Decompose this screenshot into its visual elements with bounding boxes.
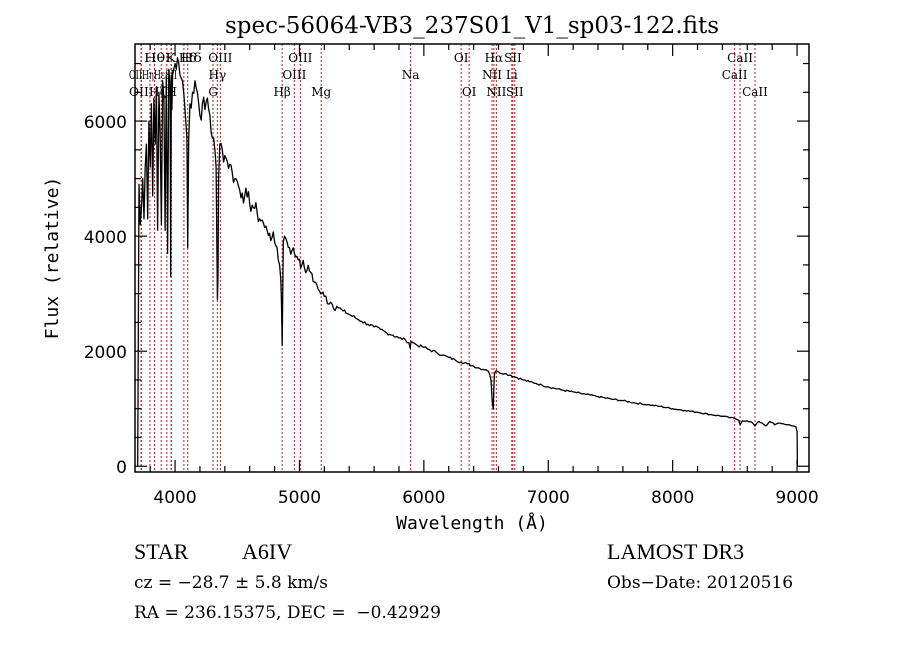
- marker-label: Hγ: [209, 68, 227, 82]
- marker-label: Hβ: [273, 85, 290, 99]
- object-class: STAR: [134, 539, 189, 564]
- y-tick-label: 6000: [84, 113, 127, 133]
- chart-title: spec-56064-VB3_237S01_V1_sp03-122.fits: [225, 13, 719, 39]
- object-subclass: A6IV: [242, 539, 293, 564]
- x-tick-label: 8000: [651, 488, 694, 508]
- marker-label: NII: [486, 85, 506, 99]
- y-tick-label: 2000: [84, 343, 127, 363]
- plot-frame: [134, 43, 810, 473]
- marker-label: Hα: [485, 51, 504, 65]
- x-axis-label: Wavelength (Å): [396, 512, 548, 534]
- y-axis-label: Flux (relative): [42, 177, 63, 340]
- x-axis-ticks: 4000 5000 6000 7000 8000 9000: [149, 44, 819, 508]
- coordinates-info: RA = 236.15375, DEC = −0.42929: [134, 603, 441, 623]
- y-axis-ticks: 0 2000 4000 6000: [84, 62, 809, 478]
- marker-label: CaII: [722, 68, 748, 82]
- marker-label: CaII: [727, 51, 753, 65]
- marker-label-group: OIIHηHεSII: [129, 68, 177, 82]
- x-tick-label: 6000: [402, 488, 445, 508]
- y-tick-label: 4000: [84, 228, 127, 248]
- y-tick-label: 0: [116, 458, 127, 478]
- marker-label: SII: [504, 51, 522, 65]
- x-tick-label: 9000: [775, 488, 818, 508]
- marker-label: OIII: [288, 51, 312, 65]
- marker-label: OI: [462, 85, 477, 99]
- observation-date: Obs−Date: 20120516: [607, 573, 794, 593]
- marker-label: OI: [454, 51, 469, 65]
- marker-label: Hδ: [179, 51, 197, 65]
- marker-label: Na: [402, 68, 420, 82]
- marker-label: NII: [482, 68, 502, 82]
- marker-label-group: OIIHζH: [129, 85, 177, 99]
- marker-label: Li: [506, 68, 518, 82]
- marker-label: OIII: [282, 68, 306, 82]
- series-line-spectrum: [137, 57, 799, 467]
- x-tick-label: 7000: [527, 488, 570, 508]
- marker-label: Mg: [311, 85, 331, 99]
- x-tick-label: 5000: [278, 488, 321, 508]
- spectrum-series: [137, 57, 799, 467]
- marker-label: OIII: [208, 51, 232, 65]
- marker-label: G: [208, 85, 218, 99]
- marker-label-group: HθK Hδ: [144, 51, 202, 65]
- survey-name: LAMOST DR3: [607, 539, 745, 564]
- spectral-line-markers: [140, 44, 756, 472]
- marker-label: CaII: [742, 85, 768, 99]
- marker-label: SII: [506, 85, 524, 99]
- redshift-info: cz = −28.7 ± 5.8 km/s: [134, 573, 328, 593]
- x-tick-label: 4000: [153, 488, 196, 508]
